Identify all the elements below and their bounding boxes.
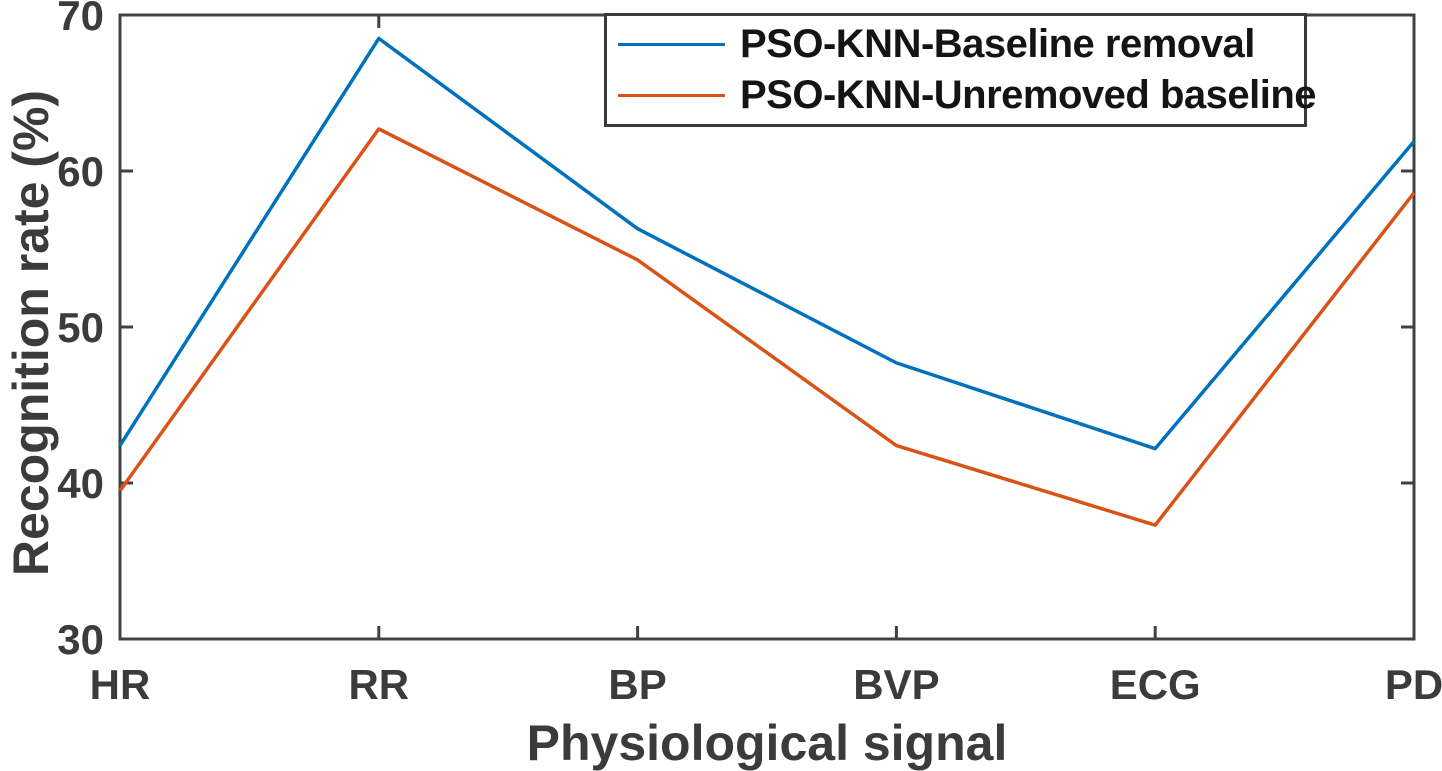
y-axis-title: Recognition rate (%)	[3, 89, 59, 577]
x-axis-title: Physiological signal	[526, 715, 1008, 771]
legend-row: PSO-KNN-Baseline removal	[607, 22, 1304, 67]
x-tick-label: ECG	[1110, 661, 1201, 708]
legend-label: PSO-KNN-Unremoved baseline	[740, 73, 1317, 117]
y-tick-label: 60	[57, 148, 104, 195]
x-tick-label: BP	[608, 661, 666, 708]
series-line-1	[118, 127, 1416, 527]
x-tick-label: RR	[348, 661, 409, 708]
x-tick-label: HR	[90, 661, 151, 708]
x-tick-label: PD	[1385, 661, 1442, 708]
y-tick-label: 30	[57, 616, 104, 663]
legend: PSO-KNN-Baseline removal PSO-KNN-Unremov…	[604, 13, 1317, 127]
legend-line-sample-orange	[618, 94, 725, 97]
series-line-0	[118, 36, 1416, 451]
y-tick-label: 70	[57, 0, 104, 39]
y-tick-label: 40	[57, 460, 104, 507]
legend-line-sample-blue	[618, 43, 725, 46]
y-tick-label: 50	[57, 304, 104, 351]
x-tick-label: BVP	[853, 661, 939, 708]
legend-label: PSO-KNN-Baseline removal	[740, 22, 1255, 66]
legend-row: PSO-KNN-Unremoved baseline	[607, 73, 1317, 118]
